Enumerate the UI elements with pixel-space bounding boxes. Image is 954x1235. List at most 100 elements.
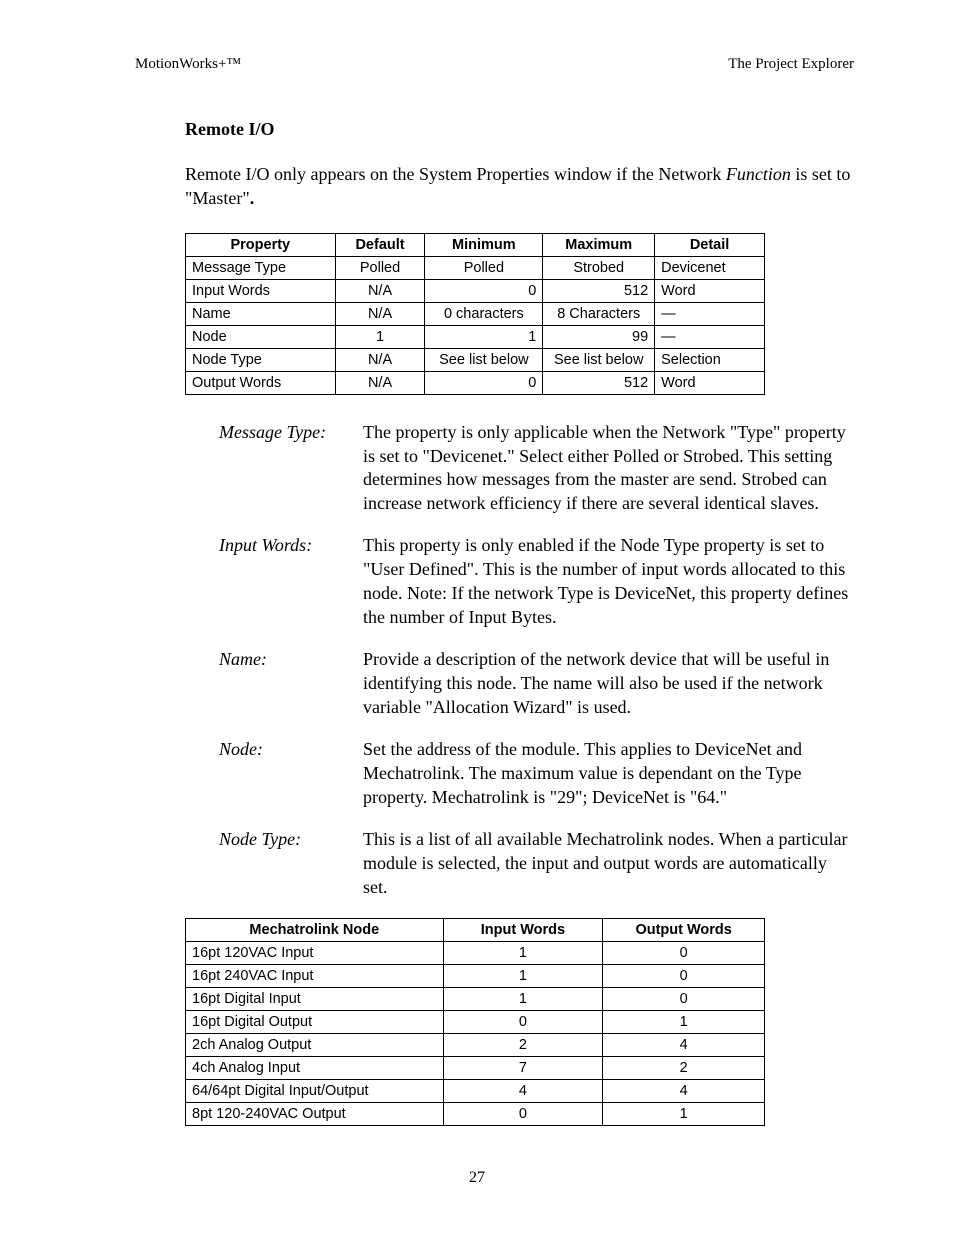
table-cell: 1 [335, 325, 425, 348]
definition-row: Message Type:The property is only applic… [219, 421, 854, 517]
table-row: Message TypePolledPolledStrobedDevicenet [186, 256, 765, 279]
table-cell: Strobed [543, 256, 655, 279]
table-cell: — [655, 302, 765, 325]
properties-table: Property Default Minimum Maximum Detail … [185, 233, 765, 395]
definition-row: Name:Provide a description of the networ… [219, 648, 854, 720]
table-cell: 0 characters [425, 302, 543, 325]
table-cell: 1 [603, 1010, 765, 1033]
table-cell: 7 [443, 1056, 603, 1079]
table-cell: 2 [603, 1056, 765, 1079]
table-cell: Word [655, 279, 765, 302]
table-cell: 16pt 120VAC Input [186, 941, 444, 964]
definition-term: Input Words: [219, 534, 363, 630]
table-cell: See list below [425, 348, 543, 371]
table-cell: Input Words [186, 279, 336, 302]
nodes-table-body: 16pt 120VAC Input1016pt 240VAC Input1016… [186, 941, 765, 1125]
table-row: 4ch Analog Input72 [186, 1056, 765, 1079]
table-cell: 512 [543, 371, 655, 394]
table-cell: Word [655, 371, 765, 394]
table-cell: N/A [335, 371, 425, 394]
table-cell: — [655, 325, 765, 348]
table-cell: 4 [603, 1079, 765, 1102]
table-cell: Name [186, 302, 336, 325]
table-cell: Polled [425, 256, 543, 279]
table-cell: 0 [603, 964, 765, 987]
header-right: The Project Explorer [728, 56, 854, 73]
table-cell: Devicenet [655, 256, 765, 279]
definition-body: Provide a description of the network dev… [363, 648, 854, 720]
table-cell: Polled [335, 256, 425, 279]
page-header: MotionWorks+™ The Project Explorer [135, 56, 854, 73]
table-cell: 0 [603, 941, 765, 964]
table-cell: 0 [603, 987, 765, 1010]
th-default: Default [335, 233, 425, 256]
page: MotionWorks+™ The Project Explorer Remot… [0, 0, 954, 1235]
table-row: Output WordsN/A0512Word [186, 371, 765, 394]
definitions-list: Message Type:The property is only applic… [185, 421, 854, 900]
table-cell: 4 [443, 1079, 603, 1102]
th-input-words: Input Words [443, 918, 603, 941]
table-cell: 1 [603, 1102, 765, 1125]
table-cell: Selection [655, 348, 765, 371]
table-row: Node TypeN/ASee list belowSee list below… [186, 348, 765, 371]
definition-body: The property is only applicable when the… [363, 421, 854, 517]
table-cell: 2 [443, 1033, 603, 1056]
table-cell: 0 [443, 1010, 603, 1033]
table-cell: 8pt 120-240VAC Output [186, 1102, 444, 1125]
table-header-row: Mechatrolink Node Input Words Output Wor… [186, 918, 765, 941]
th-maximum: Maximum [543, 233, 655, 256]
content-block: Remote I/O Remote I/O only appears on th… [135, 119, 854, 1126]
table-cell: 99 [543, 325, 655, 348]
table-row: 16pt 240VAC Input10 [186, 964, 765, 987]
definition-term: Node: [219, 738, 363, 810]
table-cell: Message Type [186, 256, 336, 279]
nodes-table: Mechatrolink Node Input Words Output Wor… [185, 918, 765, 1126]
table-row: 2ch Analog Output24 [186, 1033, 765, 1056]
table-cell: N/A [335, 348, 425, 371]
th-output-words: Output Words [603, 918, 765, 941]
definition-row: Node Type:This is a list of all availabl… [219, 828, 854, 900]
table-row: Node1199— [186, 325, 765, 348]
table-header-row: Property Default Minimum Maximum Detail [186, 233, 765, 256]
table-row: 16pt Digital Output01 [186, 1010, 765, 1033]
table-row: Input WordsN/A0512Word [186, 279, 765, 302]
page-number: 27 [0, 1169, 954, 1187]
table-row: 16pt 120VAC Input10 [186, 941, 765, 964]
table-row: 8pt 120-240VAC Output01 [186, 1102, 765, 1125]
section-title: Remote I/O [185, 119, 854, 140]
table-cell: N/A [335, 302, 425, 325]
table-cell: 1 [425, 325, 543, 348]
header-left: MotionWorks+™ [135, 56, 241, 73]
properties-table-body: Message TypePolledPolledStrobedDevicenet… [186, 256, 765, 394]
table-row: 16pt Digital Input10 [186, 987, 765, 1010]
table-cell: 2ch Analog Output [186, 1033, 444, 1056]
table-cell: 4 [603, 1033, 765, 1056]
table-cell: 16pt Digital Input [186, 987, 444, 1010]
table-row: NameN/A0 characters8 Characters— [186, 302, 765, 325]
intro-text-italic: Function [726, 164, 791, 184]
table-cell: N/A [335, 279, 425, 302]
definition-body: Set the address of the module. This appl… [363, 738, 854, 810]
definition-term: Node Type: [219, 828, 363, 900]
definition-body: This property is only enabled if the Nod… [363, 534, 854, 630]
table-cell: 8 Characters [543, 302, 655, 325]
table-cell: Node [186, 325, 336, 348]
intro-period: . [250, 188, 255, 208]
table-cell: See list below [543, 348, 655, 371]
intro-paragraph: Remote I/O only appears on the System Pr… [185, 162, 854, 211]
th-minimum: Minimum [425, 233, 543, 256]
th-property: Property [186, 233, 336, 256]
th-node: Mechatrolink Node [186, 918, 444, 941]
table-cell: Output Words [186, 371, 336, 394]
table-cell: 0 [443, 1102, 603, 1125]
th-detail: Detail [655, 233, 765, 256]
table-cell: 0 [425, 279, 543, 302]
definition-term: Name: [219, 648, 363, 720]
definition-body: This is a list of all available Mechatro… [363, 828, 854, 900]
table-cell: 0 [425, 371, 543, 394]
intro-text-pre: Remote I/O only appears on the System Pr… [185, 164, 726, 184]
definition-term: Message Type: [219, 421, 363, 517]
table-cell: 1 [443, 987, 603, 1010]
table-cell: 1 [443, 964, 603, 987]
definition-row: Node:Set the address of the module. This… [219, 738, 854, 810]
